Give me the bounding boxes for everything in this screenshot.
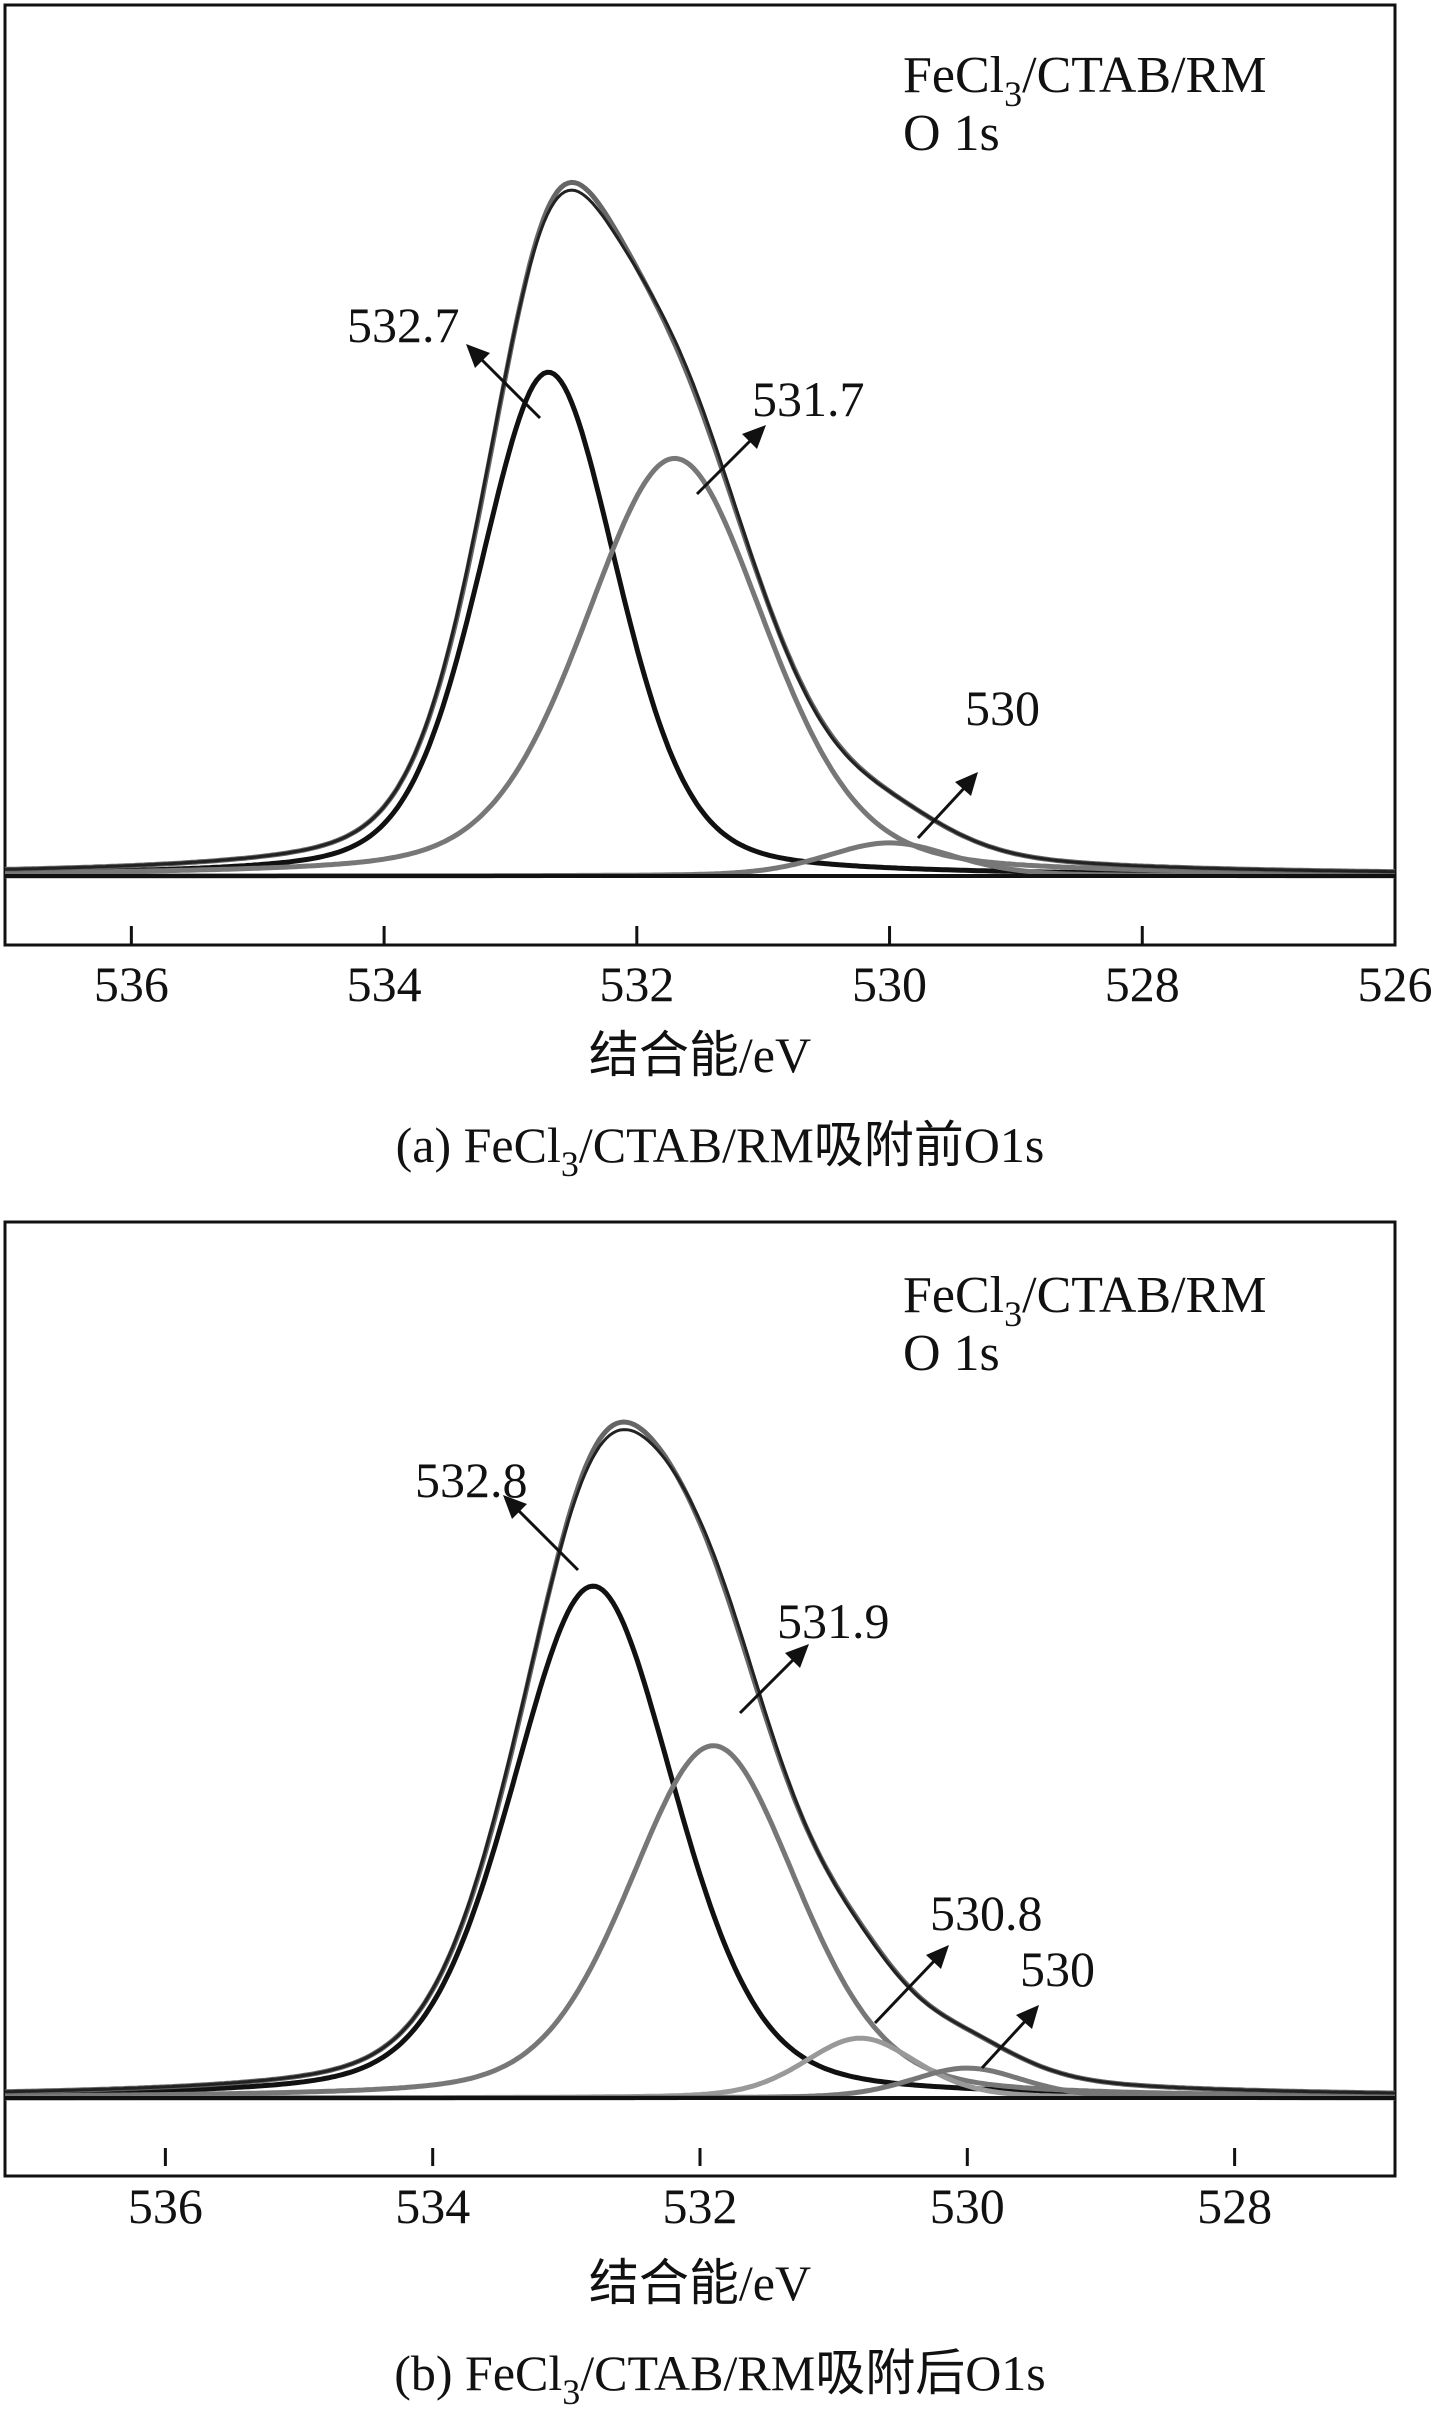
annotation-532-8: 532.8	[415, 1452, 580, 1572]
x-tick-label: 532	[663, 2178, 738, 2234]
annotation-530-8: 530.8	[873, 1885, 1043, 2025]
svg-text:530.8: 530.8	[930, 1885, 1043, 1941]
x-tick-label: 530	[930, 2178, 1005, 2234]
x-tick-label: 530	[852, 956, 927, 1012]
annotation-531-7: 531.7	[695, 371, 865, 496]
curves-a	[4, 179, 1396, 879]
curves-b	[4, 1419, 1396, 2101]
annotation-531-9: 531.9	[738, 1593, 890, 1715]
svg-text:531.7: 531.7	[752, 371, 865, 427]
svg-text:531.9: 531.9	[777, 1593, 890, 1649]
caption-a: (a) FeCl3/CTAB/RM吸附前O1s	[396, 1117, 1045, 1184]
annotation-532-7: 532.7	[347, 297, 542, 420]
x-ticks-a: 536 534 532 530 528 526	[94, 926, 1433, 1012]
x-tick-label: 534	[395, 2178, 470, 2234]
peak-curve	[5, 369, 1395, 878]
svg-text:530: 530	[965, 680, 1040, 736]
x-tick-label: 536	[128, 2178, 203, 2234]
legend-line1-b: FeCl3/CTAB/RM	[903, 1267, 1266, 1334]
x-tick-label: 532	[599, 956, 674, 1012]
legend-line2-b: O 1s	[903, 1325, 1000, 1382]
x-axis-label-a: 结合能/eV	[589, 1027, 811, 1083]
x-axis-label-b: 结合能/eV	[589, 2255, 811, 2311]
panel-a: 536 534 532 530 528 526 FeCl3/CTAB/RM O 1s 53…	[3, 3, 1433, 1184]
annotation-530-b: 530	[980, 1941, 1095, 2070]
panel-b: 536 534 532 530 528 FeCl3/CTAB/RM O 1s 532.8…	[3, 1220, 1397, 2412]
x-ticks-b: 536 534 532 530 528	[128, 2148, 1272, 2234]
envelope-fit-curve	[4, 179, 1395, 875]
peak-curve	[5, 1743, 1396, 2099]
plot-frame-a	[3, 3, 1397, 947]
svg-text:530: 530	[1020, 1941, 1095, 1997]
svg-text:532.8: 532.8	[415, 1452, 528, 1508]
raw-data-curve	[4, 188, 1395, 874]
peak-curve	[5, 1583, 1395, 2099]
svg-text:532.7: 532.7	[347, 297, 460, 353]
x-tick-label: 536	[94, 956, 169, 1012]
plot-frame-b	[3, 1220, 1397, 2178]
x-tick-label: 534	[347, 956, 422, 1012]
legend-line1-a: FeCl3/CTAB/RM	[903, 47, 1266, 114]
peak-curve	[4, 455, 1396, 876]
raw-data-curve	[4, 1428, 1396, 2095]
x-tick-label: 528	[1105, 956, 1180, 1012]
caption-b: (b) FeCl3/CTAB/RM吸附后O1s	[394, 2345, 1046, 2412]
annotation-530-a: 530	[916, 680, 1040, 840]
x-tick-label: 528	[1197, 2178, 1272, 2234]
legend-line2-a: O 1s	[903, 105, 1000, 162]
x-tick-label: 526	[1358, 956, 1433, 1012]
